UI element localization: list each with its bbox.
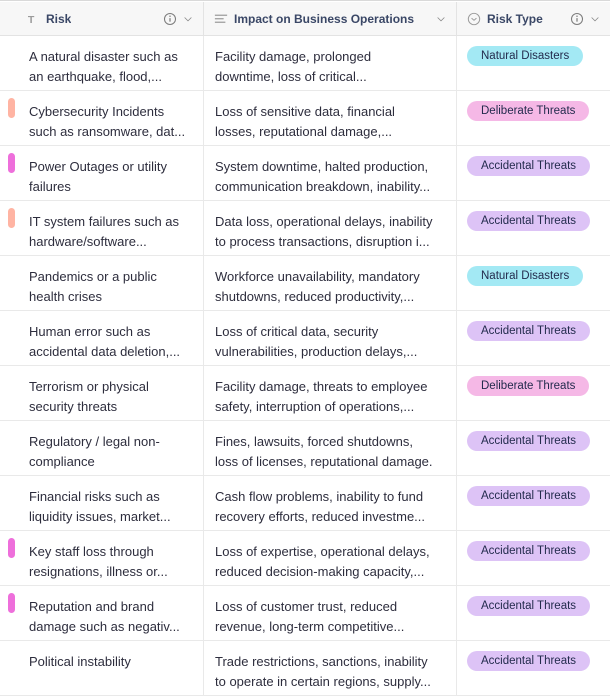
svg-text:T: T <box>28 13 35 25</box>
